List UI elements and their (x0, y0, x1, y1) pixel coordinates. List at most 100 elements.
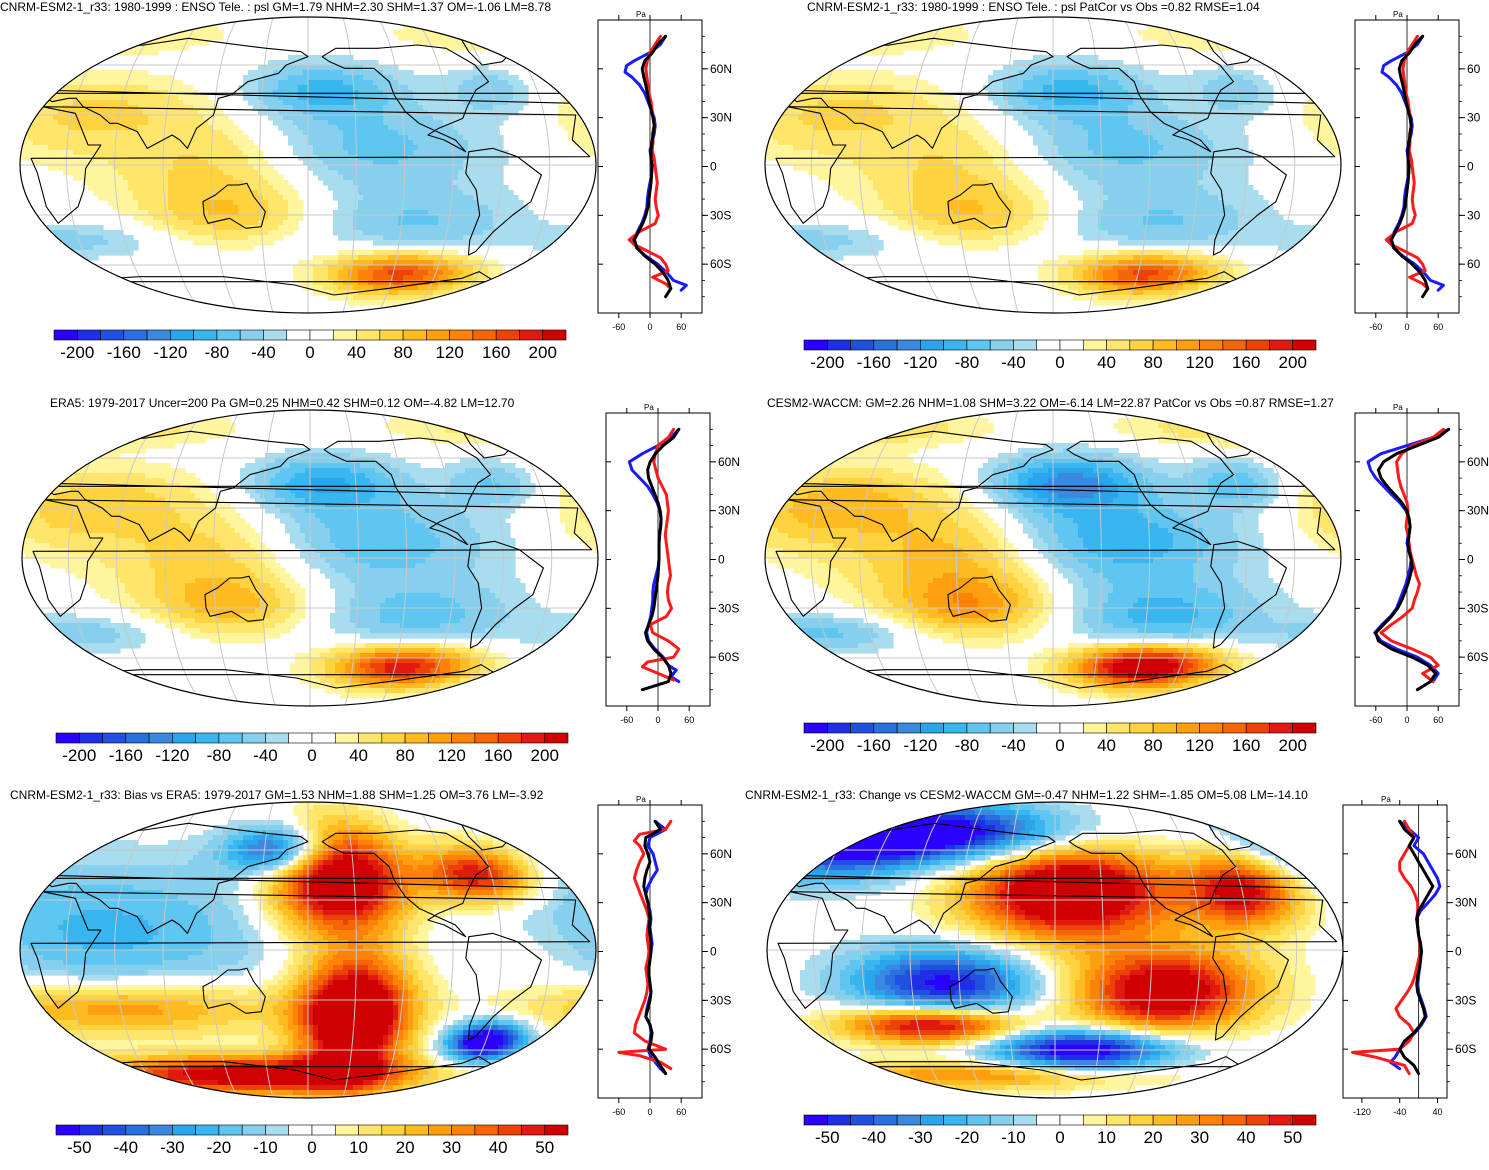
profile-line-red (619, 821, 671, 1068)
colorbar-box (1083, 340, 1106, 350)
colorbar-box (1060, 340, 1083, 350)
colorbar-box (103, 733, 126, 743)
colorbar-box (1200, 340, 1223, 350)
lat-tick-label: 60S (718, 650, 739, 664)
lat-tick-label: 30 (1467, 111, 1481, 125)
x-tick-label: 60 (1433, 715, 1443, 725)
colorbar-box (521, 733, 544, 743)
lat-tick-label: 60S (1455, 1042, 1476, 1056)
colorbar-label: -160 (857, 736, 891, 755)
profile-line-black (1391, 36, 1427, 296)
panel-bias-vs-era5: CNRM-ESM2-1_r33: Bias vs ERA5: 1979-2017… (0, 785, 744, 1170)
colorbar-box (1176, 1115, 1199, 1125)
colorbar-box (335, 733, 358, 743)
colorbar-box (1130, 1115, 1153, 1125)
colorbar-box (804, 1115, 827, 1125)
colorbar-box (545, 1125, 568, 1135)
lat-tick-label: 0 (710, 945, 717, 959)
colorbar-label: 120 (1185, 736, 1213, 755)
x-tick-label: -60 (1369, 322, 1382, 332)
lat-tick-label: 60S (710, 257, 731, 271)
colorbar-label: -80 (205, 343, 230, 362)
colorbar-box (1269, 340, 1292, 350)
lat-tick-label: 0 (710, 160, 717, 174)
colorbar-label: -80 (955, 353, 980, 372)
colorbar-box (79, 733, 102, 743)
colorbar-box (56, 733, 79, 743)
colorbar-box (126, 1125, 149, 1135)
colorbar-box (263, 330, 286, 340)
x-tick-label: 60 (676, 1107, 686, 1117)
x-tick-label: -60 (612, 1107, 625, 1117)
profile-line-red (1381, 429, 1443, 681)
colorbar-box (1107, 723, 1130, 733)
colorbar-box (149, 733, 172, 743)
colorbar-box (1223, 723, 1246, 733)
colorbar-label: 160 (1232, 353, 1260, 372)
lat-tick-label: 30S (710, 993, 731, 1007)
colorbar-box (1107, 340, 1130, 350)
colorbar-box (289, 1125, 312, 1135)
colorbar-box (79, 1125, 102, 1135)
colorbar-label: -20 (207, 1138, 232, 1157)
colorbar-box (405, 1125, 428, 1135)
colorbar-box (1293, 340, 1316, 350)
colorbar-box (426, 330, 449, 340)
colorbar-label: 40 (349, 746, 368, 765)
colorbar-label: 0 (1055, 1128, 1064, 1147)
colorbar-box (428, 733, 451, 743)
colorbar-label: 120 (1185, 353, 1213, 372)
colorbar-label: 40 (347, 343, 366, 362)
colorbar-box (1037, 723, 1060, 733)
x-tick-label: 60 (684, 715, 694, 725)
colorbar-label: 20 (1144, 1128, 1163, 1147)
colorbar-box (147, 330, 170, 340)
colorbar-box (287, 330, 310, 340)
colorbar-box (543, 330, 566, 340)
lat-tick-label: 60 (1467, 62, 1481, 76)
colorbar-label: 160 (1232, 736, 1260, 755)
x-tick-label: 0 (647, 322, 652, 332)
colorbar-box (1130, 340, 1153, 350)
colorbar-label: 200 (1279, 353, 1307, 372)
x-tick-label: -120 (1353, 1107, 1371, 1117)
colorbar-label: -120 (903, 736, 937, 755)
colorbar-label: 40 (1097, 736, 1116, 755)
colorbar-box (967, 340, 990, 350)
colorbar-box (475, 1125, 498, 1135)
colorbar-box (897, 1115, 920, 1125)
colorbar-box (473, 330, 496, 340)
colorbar-label: 40 (1097, 353, 1116, 372)
colorbar-box (920, 340, 943, 350)
colorbar-box (312, 1125, 335, 1135)
colorbar-box (172, 733, 195, 743)
colorbar-box (1037, 340, 1060, 350)
x-tick-label: 60 (676, 322, 686, 332)
colorbar-box (1037, 1115, 1060, 1125)
colorbar-box (428, 1125, 451, 1135)
colorbar-box (335, 1125, 358, 1135)
colorbar-label: 80 (1144, 353, 1163, 372)
colorbar-box (172, 1125, 195, 1135)
colorbar-label: 200 (531, 746, 559, 765)
colorbar-box (196, 733, 219, 743)
colorbar-box (804, 340, 827, 350)
colorbar-label: -200 (810, 736, 844, 755)
profile-line-black (642, 429, 678, 689)
colorbar-label: 0 (1055, 353, 1064, 372)
colorbar-box (1060, 723, 1083, 733)
lat-tick-label: 30 (1467, 208, 1481, 222)
colorbar-box (827, 340, 850, 350)
colorbar-box (1246, 1115, 1269, 1125)
lat-tick-label: 0 (718, 553, 725, 567)
colorbar-box (967, 1115, 990, 1125)
lat-tick-label: 60N (1467, 455, 1489, 469)
colorbar-box (990, 1115, 1013, 1125)
lat-tick-label: 30S (718, 601, 739, 615)
colorbar-label: -40 (251, 343, 276, 362)
colorbar-box (1293, 723, 1316, 733)
colorbar-label: -10 (1001, 1128, 1026, 1147)
